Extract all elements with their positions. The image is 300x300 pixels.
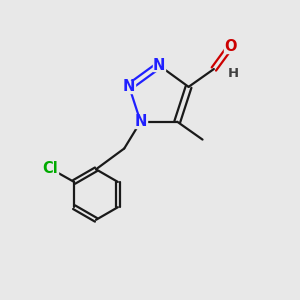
- Bar: [228, 68, 238, 79]
- Text: N: N: [134, 114, 147, 129]
- Text: H: H: [228, 67, 239, 80]
- Bar: [43, 162, 58, 175]
- Bar: [224, 40, 237, 53]
- Text: O: O: [224, 39, 236, 54]
- Bar: [153, 59, 165, 71]
- Text: N: N: [123, 80, 135, 94]
- Bar: [123, 81, 135, 93]
- Text: Cl: Cl: [43, 161, 58, 176]
- Text: N: N: [153, 58, 165, 73]
- Bar: [135, 116, 146, 128]
